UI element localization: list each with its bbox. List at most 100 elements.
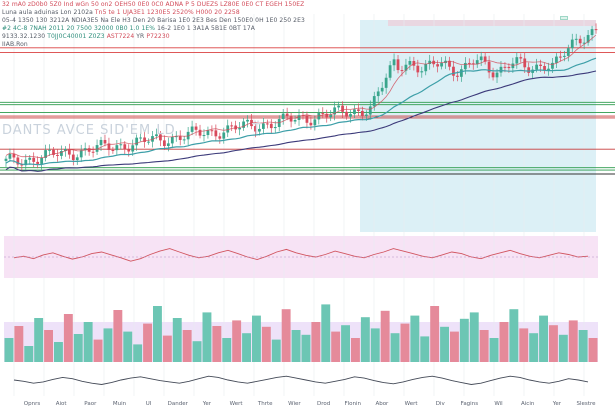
candle-body (139, 137, 143, 139)
volume-bar (321, 304, 331, 362)
volume-bar (14, 326, 24, 362)
candle-body (463, 62, 467, 70)
header-line-1: 32 mA0 zD0b0 5Z0 Ind wGn 50 on2 OEH50 0E… (2, 1, 304, 8)
x-tick-label: Thrte (257, 401, 273, 407)
candle-body (60, 151, 63, 156)
volume-bar (252, 315, 261, 362)
header-text: OEH50 0E0 0C0 ADNA P 5 DUEZS (114, 1, 219, 8)
x-tick-label: Dander (168, 401, 189, 407)
candle-body (523, 58, 527, 68)
candle-body (459, 69, 463, 77)
volume-bar (539, 315, 548, 362)
candle-body (368, 106, 372, 115)
header-text: IIAB.Ron (2, 41, 28, 48)
x-tick-label: Opnrs (24, 401, 41, 407)
volume-bar (212, 326, 222, 362)
candle-body (178, 136, 182, 140)
x-tick-label: Yer (552, 401, 562, 407)
volume-bar (390, 333, 400, 362)
candle-body (555, 56, 558, 63)
x-tick-label: UI (146, 401, 152, 407)
candle-body (309, 122, 313, 126)
candle-body (242, 121, 245, 128)
candle-body (293, 119, 297, 122)
candle-body (210, 130, 214, 132)
candle-body (190, 126, 194, 132)
candle-body (503, 66, 507, 68)
candle-body (297, 115, 301, 120)
volume-bar (4, 338, 14, 362)
candle-body (48, 149, 51, 151)
candle-body (162, 140, 166, 147)
volume-bar (341, 325, 350, 362)
candle-body (238, 127, 242, 130)
volume-bar (360, 317, 370, 362)
volume-bar (123, 331, 133, 362)
candle-body (24, 159, 28, 166)
candle-body (123, 144, 127, 150)
candle-body (147, 141, 150, 143)
candle-body (364, 114, 368, 116)
candle-body (384, 77, 388, 88)
x-tick-label: Abor (375, 401, 389, 407)
candle-body (353, 109, 356, 115)
candle-body (265, 123, 269, 125)
volume-bar (351, 338, 360, 362)
volume-bar (529, 333, 539, 362)
candle-body (246, 119, 249, 122)
x-tick-label: Muin (113, 401, 127, 407)
candle-body (111, 149, 115, 151)
candle-body (424, 64, 428, 72)
candle-body (380, 87, 384, 92)
header-text: P72230 (146, 33, 170, 40)
candle-body (115, 145, 119, 151)
candle-body (305, 116, 309, 123)
watermark-text: T̈ (252, 120, 263, 138)
volume-bar (588, 338, 598, 362)
candle-body (52, 149, 55, 155)
x-tick-label: Drod (317, 401, 330, 407)
candle-body (594, 29, 598, 31)
candle-body (341, 105, 344, 112)
volume-bar (301, 334, 311, 362)
x-tick-label: Wil (494, 401, 503, 407)
volume-bar (83, 322, 93, 362)
x-tick-label: Aicin (521, 401, 535, 407)
header-text: LZ80E 0E0 CT EGEH 150EZ (220, 1, 305, 8)
volume-bar (291, 330, 301, 362)
volume-bar (271, 339, 281, 362)
candle-body (376, 91, 380, 97)
volume-bar (153, 306, 162, 362)
candle-body (103, 139, 107, 144)
candle-body (420, 71, 424, 73)
candle-body (586, 35, 590, 43)
header-line-3: 05-4 1350 130 3212A NDIA3E5 Na Ele H3 De… (2, 17, 305, 24)
volume-bar (311, 322, 321, 362)
x-tick-label: Wert (405, 401, 419, 407)
volume-bar (182, 330, 192, 362)
header-line-4: #2 4C-8 7NAH 2011 20 7500 32000 0B0 1.0 … (2, 25, 255, 32)
watermark-text: DANTS AVCE SID'EM LD (2, 123, 176, 138)
top-zone (388, 20, 596, 26)
header-text: 9133.32.1230 (2, 33, 46, 40)
candle-body (202, 135, 206, 137)
candle-body (143, 137, 146, 142)
header-line-5: 9133.32.1230 T0JJ0C40001 Z0Z3 AST7224 YR… (2, 33, 170, 40)
volume-bar (578, 330, 588, 362)
candle-body (71, 154, 75, 161)
candle-body (16, 157, 20, 165)
volume-bar (44, 330, 53, 362)
candle-body (261, 123, 265, 129)
candle-body (360, 110, 364, 116)
volume-bar (24, 346, 34, 362)
header-text: Tn5 te 1 UJA3E1 (94, 9, 145, 16)
candle-body (206, 130, 210, 136)
candle-body (151, 136, 154, 142)
candle-body (281, 113, 285, 120)
candle-body (349, 114, 352, 117)
volume-bar (54, 342, 63, 362)
volume-bar (73, 334, 83, 362)
header-line-6: IIAB.Ron (2, 41, 28, 48)
volume-bar (370, 328, 380, 362)
candle-body (511, 63, 515, 69)
